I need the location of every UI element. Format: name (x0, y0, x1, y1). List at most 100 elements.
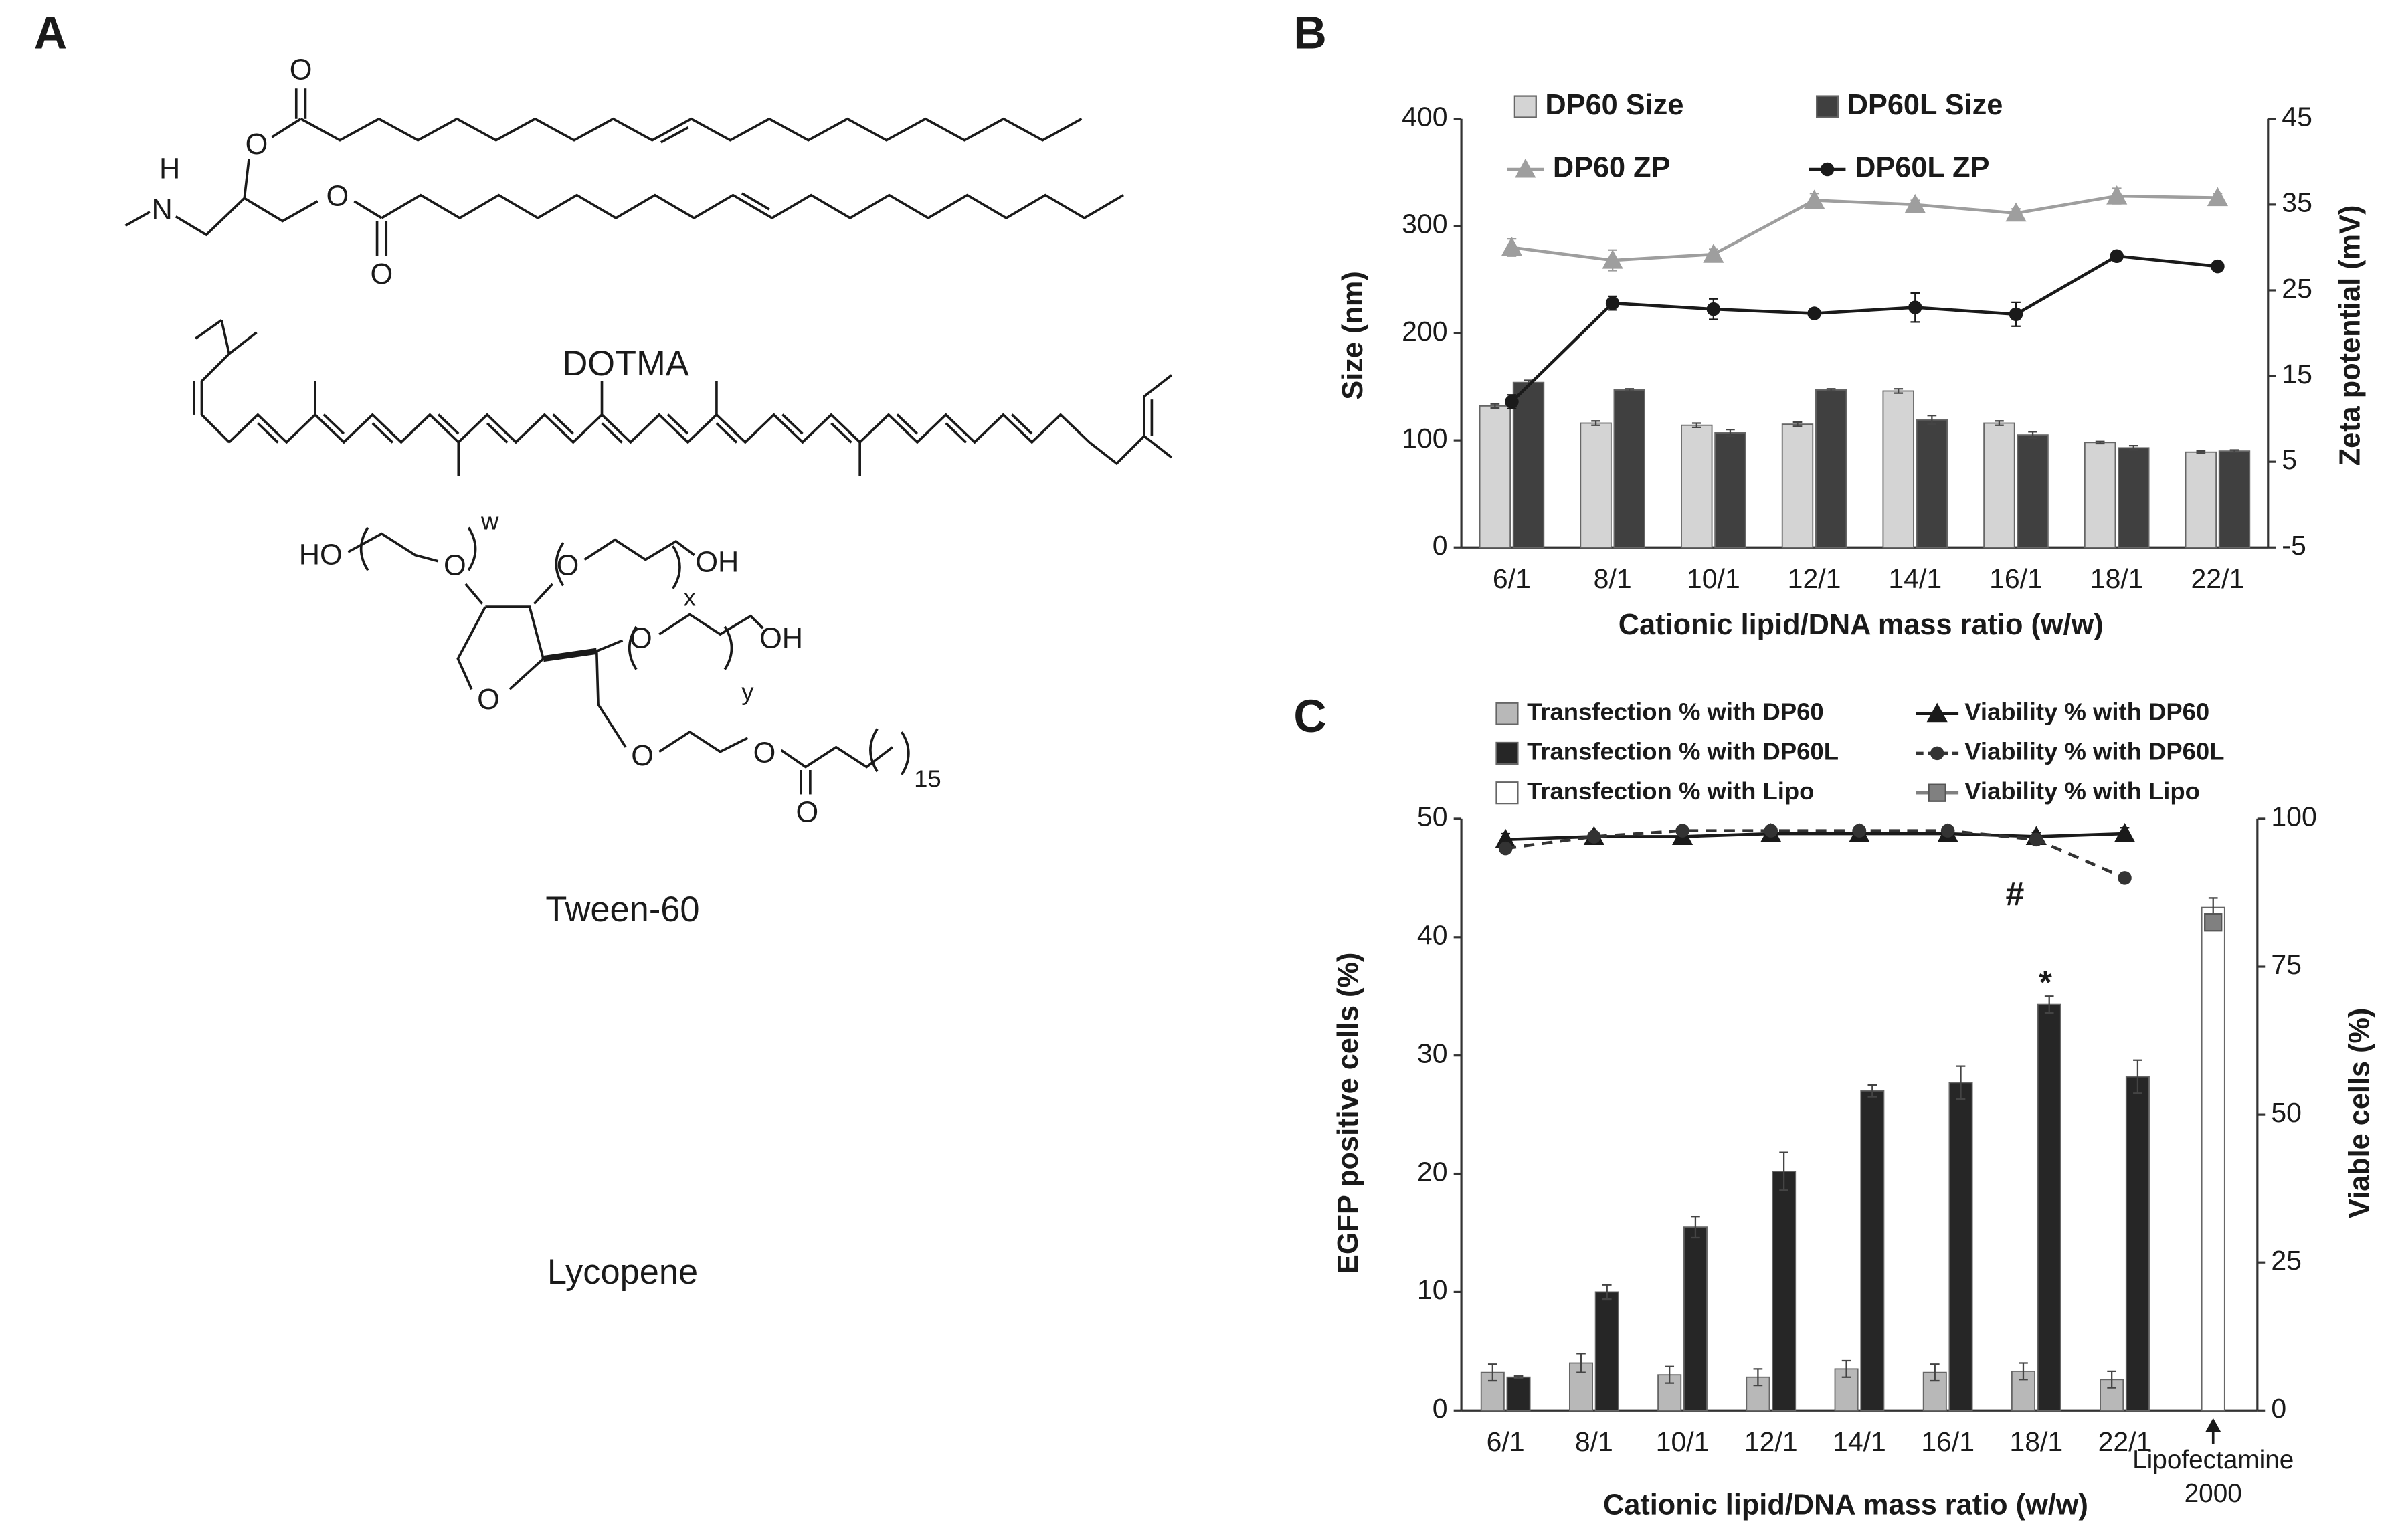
x-tick-label: 8/1 (1594, 563, 1632, 594)
atom-label: O (557, 549, 579, 581)
bracket (901, 731, 910, 775)
error-bar (1625, 388, 1635, 392)
y2-tick-label: 45 (2282, 102, 2312, 132)
bond (1143, 435, 1173, 459)
error-bar (2128, 444, 2138, 451)
y-tick-label: 100 (1402, 423, 1447, 454)
bond (715, 422, 738, 444)
legend-label: Transfection % with Lipo (1527, 777, 1814, 805)
bond (195, 319, 223, 340)
y2-axis-title: Zeta potential (mV) (2334, 205, 2367, 466)
error-bar (1867, 1084, 1877, 1098)
error-bar (2028, 431, 2037, 440)
y-tick-label: 20 (1417, 1156, 1448, 1187)
bar (1860, 1090, 1885, 1412)
marker (2118, 871, 2132, 885)
bond (300, 117, 1083, 142)
bond (323, 413, 345, 435)
bracket (869, 728, 879, 773)
bond (485, 605, 545, 690)
atom-label: HO (299, 539, 343, 571)
legend-swatch (1495, 702, 1519, 725)
bond (658, 613, 764, 636)
bond (175, 197, 318, 237)
legend-label: DP60 ZP (1553, 151, 1671, 183)
error-bar (1665, 1365, 1675, 1384)
bond (456, 606, 487, 690)
bond (658, 730, 749, 753)
error-bar (2229, 449, 2239, 453)
error-bar (1956, 1065, 1966, 1100)
atom-label: O (444, 549, 466, 581)
bond (595, 651, 627, 748)
structure-name: Tween-60 (545, 890, 699, 929)
marker (1501, 236, 1523, 256)
y2-tick-label: 15 (2282, 359, 2312, 389)
atom-label: H (159, 153, 180, 185)
marker (1703, 244, 1724, 263)
legend-label: DP60 Size (1545, 89, 1683, 121)
bar (1580, 422, 1612, 549)
x-tick-label: 6/1 (1493, 563, 1531, 594)
x-tick-label: 18/1 (2090, 563, 2144, 594)
bracket (628, 625, 638, 670)
error-bar (1894, 388, 1904, 394)
bond (1010, 413, 1033, 435)
x-tick-label: Lipofectamine 2000 (2132, 1445, 2294, 1509)
x-tick-label: 10/1 (1687, 563, 1740, 594)
atom-label: O (371, 258, 393, 290)
bond (596, 639, 624, 652)
x-axis-title: Cationic lipid/DNA mass ratio (w/w) (1619, 609, 2104, 641)
x-tick-label: 22/1 (2098, 1426, 2152, 1457)
error-bar (1779, 1151, 1788, 1191)
y2-tick-label: 100 (2271, 801, 2316, 832)
bond (780, 745, 894, 769)
bond (243, 158, 250, 199)
error-bar (1691, 1216, 1700, 1239)
marker (1675, 824, 1689, 838)
y-tick-label: 0 (1433, 530, 1448, 561)
error-bar (1792, 421, 1803, 427)
error-bar (2044, 995, 2054, 1014)
bond (601, 422, 623, 444)
y-tick-label: 200 (1402, 316, 1447, 347)
atom-label: w (480, 507, 499, 535)
marker (1602, 250, 1623, 269)
bond (353, 200, 383, 219)
atom-label: O (246, 128, 268, 161)
bar (2084, 442, 2116, 549)
y-tick-label: 40 (1417, 920, 1448, 951)
atom-label: O (290, 54, 312, 86)
bar (1506, 1376, 1531, 1412)
marker (1930, 746, 1944, 761)
wedge-bond (543, 648, 597, 662)
x-tick-label: 14/1 (1833, 1426, 1886, 1457)
marker (2009, 307, 2023, 322)
marker (2211, 259, 2225, 274)
legend-label: DP60L ZP (1855, 151, 1989, 183)
marker (1908, 300, 1922, 314)
atom-label: N (152, 194, 173, 226)
legend-label: Viability % with Lipo (1964, 777, 2200, 805)
bar (1772, 1171, 1797, 1412)
bond (781, 413, 804, 435)
bracket (672, 545, 681, 589)
y2-tick-label: 0 (2271, 1393, 2286, 1424)
error-bar (1995, 420, 2004, 426)
marker (2110, 249, 2124, 263)
x-tick-label: 10/1 (1656, 1426, 1710, 1457)
line (1511, 194, 2218, 262)
bracket (467, 526, 477, 571)
bar (1512, 381, 1545, 549)
bar (1948, 1082, 1973, 1412)
atom-label: O (796, 797, 818, 829)
x-tick-label-box: Lipofectamine 2000 (2132, 1445, 2294, 1509)
panel-label: A (34, 8, 67, 59)
bond (660, 126, 689, 144)
annotation: # (2005, 875, 2024, 912)
atom-label: x (684, 583, 696, 611)
error-bar (2133, 1059, 2142, 1094)
error-bar (1841, 1359, 1851, 1378)
panel-label: B (1293, 8, 1326, 59)
